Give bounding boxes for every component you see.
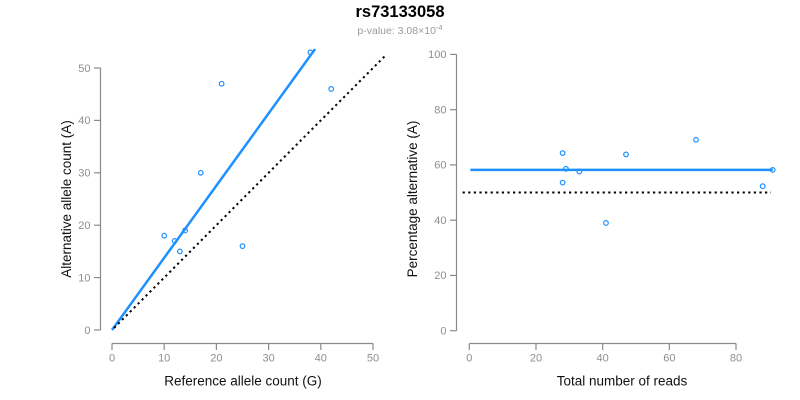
data-point <box>307 49 314 56</box>
data-point <box>559 179 566 186</box>
data-point <box>559 150 566 156</box>
x-tick-label: 40 <box>315 353 327 365</box>
pvalue-exponent: -4 <box>435 23 443 32</box>
data-point <box>176 248 183 255</box>
figure-subtitle: p-value: 3.08×10-4 <box>0 23 800 37</box>
y-tick-label: 60 <box>434 160 446 172</box>
data-point <box>576 168 583 175</box>
data-point <box>623 151 629 158</box>
y-tick-label: 20 <box>78 220 90 232</box>
figure-title: rs73133058 <box>355 3 445 21</box>
y-tick-label: 0 <box>84 325 90 337</box>
x-tick-label: 20 <box>530 353 542 365</box>
x-axis-title: Total number of reads <box>557 374 688 389</box>
data-point <box>197 169 204 176</box>
x-tick-label: 0 <box>466 353 472 365</box>
data-point <box>769 166 776 173</box>
x-tick-label: 0 <box>109 353 115 365</box>
x-tick-label: 50 <box>367 353 379 365</box>
y-axis-title: Percentage alternative (A) <box>405 121 420 278</box>
y-tick-label: 30 <box>78 168 90 180</box>
data-point <box>603 220 609 226</box>
data-point <box>328 86 335 92</box>
y-tick-label: 40 <box>78 115 90 127</box>
x-tick-label: 30 <box>262 353 274 365</box>
data-point <box>563 165 569 172</box>
data-point <box>693 136 699 143</box>
y-tick-label: 20 <box>434 270 446 282</box>
y-tick-label: 80 <box>434 104 446 116</box>
data-point <box>239 243 246 250</box>
data-point <box>759 183 766 190</box>
y-tick-label: 50 <box>78 63 90 75</box>
y-axis-title: Alternative allele count (A) <box>59 120 74 278</box>
data-point <box>161 232 168 239</box>
identity-line <box>113 53 388 329</box>
data-point <box>171 238 178 244</box>
x-axis-title: Reference allele count (G) <box>164 374 322 389</box>
pvalue-text: p-value: 3.08×10 <box>357 25 436 37</box>
y-tick-label: 40 <box>434 215 446 227</box>
y-tick-label: 0 <box>440 326 446 338</box>
x-tick-label: 60 <box>663 353 675 365</box>
x-tick-label: 40 <box>597 353 609 365</box>
data-point <box>218 80 225 87</box>
x-tick-label: 80 <box>730 353 742 365</box>
y-tick-label: 10 <box>78 272 90 284</box>
regression-line <box>110 48 317 331</box>
data-point <box>182 227 188 234</box>
x-tick-label: 20 <box>210 353 222 365</box>
x-tick-label: 10 <box>158 353 170 365</box>
y-tick-label: 100 <box>428 49 446 61</box>
